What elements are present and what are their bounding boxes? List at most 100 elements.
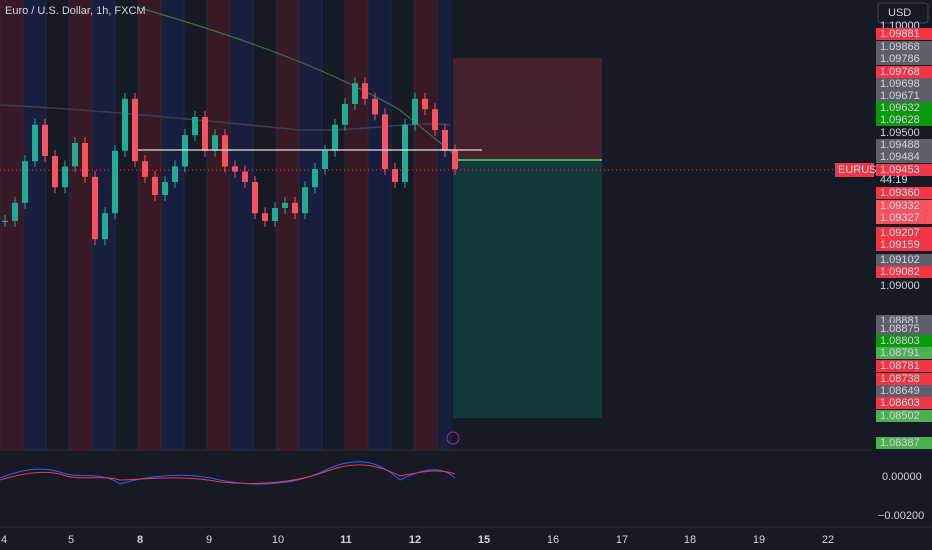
oscillator-line [0,461,456,485]
time-label: 15 [478,534,490,546]
time-label: 10 [272,534,284,546]
candle-body [362,83,368,99]
oscillator-tick: 0.00000 [882,471,922,483]
session-band [184,0,207,450]
candle-body [92,176,98,240]
session-band [437,0,452,450]
session-band [69,0,92,450]
time-label: 17 [616,534,628,546]
countdown: 44:19 [880,174,908,186]
candle-body [12,202,18,221]
session-band [0,0,23,450]
currency[interactable]: USD [888,7,911,19]
time-label: 12 [409,534,421,546]
candle-body [52,156,58,188]
candle-body [342,104,348,125]
candle-body [182,135,188,167]
price-label-bg [876,187,932,199]
price-label: 1.08875 [880,323,920,335]
price-label-bg [876,227,932,239]
ticker: EURUSD [838,164,885,176]
candle-body [232,166,238,172]
candle-body [422,98,428,110]
session-band [115,0,138,450]
candle-body [332,124,338,151]
time-label: 5 [68,534,74,546]
price-label-bg [876,164,932,176]
candle-body [152,176,158,195]
time-label: 16 [547,534,559,546]
price-label: 1.08791 [880,347,920,359]
candle-body [452,150,458,169]
candle-body [222,135,228,167]
candle-body [382,114,388,169]
candle-body [352,83,358,104]
time-label: 22 [822,534,834,546]
candle-body [172,166,178,182]
candle-body [272,208,278,221]
session-band [207,0,230,450]
session-band [46,0,69,450]
candle-body [442,130,448,151]
price-label: 1.08502 [880,410,920,422]
price-label-bg [876,397,932,409]
candle-body [72,143,78,167]
price-label: 1.09786 [880,53,920,65]
candle-body [112,150,118,214]
candle-body [162,182,168,195]
candles [2,77,458,246]
candle-body [412,98,418,125]
candle-body [32,124,38,162]
session-band [391,0,414,450]
price-label: 1.09500 [880,127,920,139]
price-label-bg [876,385,932,397]
price-label: 1.09207 [880,227,920,239]
price-labels: 1.100001.098811.098681.097861.097681.096… [876,20,932,449]
candle-body [122,98,128,151]
price-label: 1.08781 [880,360,920,372]
price-label: 1.09102 [880,254,920,266]
oscillator-tick: −0.00200 [878,510,924,522]
candle-body [82,143,88,177]
time-label: 18 [684,534,696,546]
price-label: 1.09159 [880,239,920,251]
candle-body [432,109,438,130]
candle-body [242,171,248,182]
time-axis: 4 5 8 9 10 11 12 15 16 17 18 19 22 [1,534,834,546]
ticker-badge [835,163,874,177]
event-icon[interactable] [446,431,460,445]
price-label-bg [876,151,932,163]
price-label-bg [876,437,932,449]
candle-body [402,124,408,182]
candle-body [192,117,198,136]
session-band [299,0,322,450]
time-label: 4 [1,534,7,546]
price-label-bg [876,347,932,359]
session-band [138,0,161,450]
price-label-bg [876,28,932,40]
target-zone [453,160,602,418]
price-label: 1.09327 [880,212,920,224]
price-label-bg [876,53,932,65]
price-label: 1.09768 [880,66,920,78]
candle-body [282,202,288,208]
candle-body [212,135,218,151]
price-label-bg [876,114,932,126]
price-label-bg [876,373,932,385]
candle-body [322,150,328,169]
price-label: 1.09868 [880,41,920,53]
session-band [322,0,345,450]
currency-button[interactable] [877,2,929,24]
price-label-bg [876,335,932,347]
price-label: 1.09698 [880,78,920,90]
candle-body [42,124,48,156]
candle-body [252,182,258,214]
candle-body [142,161,148,177]
price-label-bg [876,323,932,335]
moving-average [139,7,456,156]
price-label: 1.09332 [880,200,920,212]
price-label: 1.08738 [880,373,920,385]
candle-body [132,98,138,162]
